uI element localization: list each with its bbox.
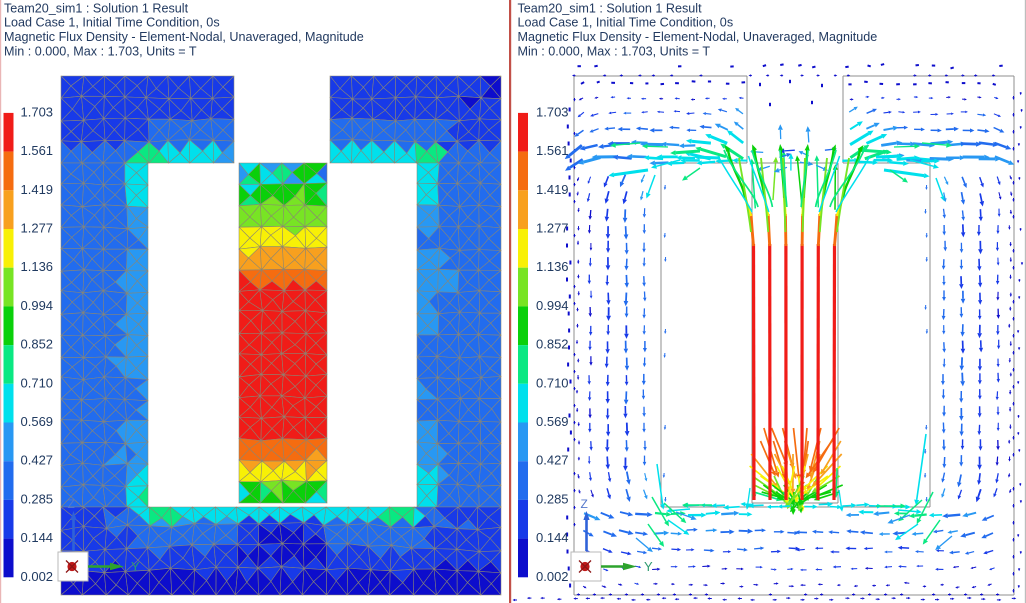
svg-text:0.427: 0.427	[21, 453, 54, 468]
svg-text:1.277: 1.277	[21, 221, 54, 236]
svg-text:0.569: 0.569	[536, 414, 569, 429]
svg-text:1.703: 1.703	[536, 104, 569, 119]
svg-text:0.852: 0.852	[21, 337, 54, 352]
svg-text:0.710: 0.710	[21, 375, 54, 390]
svg-text:Y: Y	[131, 559, 140, 574]
svg-text:1.277: 1.277	[536, 221, 569, 236]
svg-text:1.561: 1.561	[536, 143, 569, 158]
svg-text:Z: Z	[68, 497, 75, 511]
svg-text:0.994: 0.994	[21, 298, 54, 313]
svg-text:0.002: 0.002	[21, 569, 54, 584]
svg-text:Y: Y	[644, 559, 653, 574]
svg-text:0.569: 0.569	[21, 414, 54, 429]
svg-text:1.561: 1.561	[21, 143, 54, 158]
svg-text:Load Case 1, Initial Time Cond: Load Case 1, Initial Time Condition, 0s	[518, 16, 734, 30]
svg-text:Magnetic Flux Density - Elemen: Magnetic Flux Density - Element-Nodal, U…	[518, 30, 878, 44]
svg-text:1.136: 1.136	[536, 259, 569, 274]
svg-text:1.419: 1.419	[21, 182, 54, 197]
svg-text:0.144: 0.144	[536, 530, 569, 545]
svg-text:Min : 0.000, Max : 1.703, Unit: Min : 0.000, Max : 1.703, Units = T	[4, 45, 197, 59]
svg-text:Min : 0.000, Max : 1.703, Unit: Min : 0.000, Max : 1.703, Units = T	[518, 45, 711, 59]
svg-text:Magnetic Flux Density - Elemen: Magnetic Flux Density - Element-Nodal, U…	[4, 30, 364, 44]
svg-text:Load Case 1, Initial Time Cond: Load Case 1, Initial Time Condition, 0s	[4, 16, 220, 30]
svg-text:0.994: 0.994	[536, 298, 569, 313]
svg-text:1.419: 1.419	[536, 182, 569, 197]
svg-text:Team20_sim1 : Solution 1 Resul: Team20_sim1 : Solution 1 Result	[4, 1, 189, 15]
svg-text:0.144: 0.144	[21, 530, 54, 545]
svg-text:1.136: 1.136	[21, 259, 54, 274]
svg-text:0.710: 0.710	[536, 375, 569, 390]
svg-text:Team20_sim1 : Solution 1 Resul: Team20_sim1 : Solution 1 Result	[518, 1, 703, 15]
svg-text:0.285: 0.285	[21, 491, 54, 506]
svg-text:0.852: 0.852	[536, 337, 569, 352]
svg-text:Z: Z	[581, 497, 588, 511]
svg-text:1.703: 1.703	[21, 104, 54, 119]
svg-text:0.002: 0.002	[536, 569, 569, 584]
svg-text:0.285: 0.285	[536, 491, 569, 506]
svg-text:0.427: 0.427	[536, 453, 569, 468]
